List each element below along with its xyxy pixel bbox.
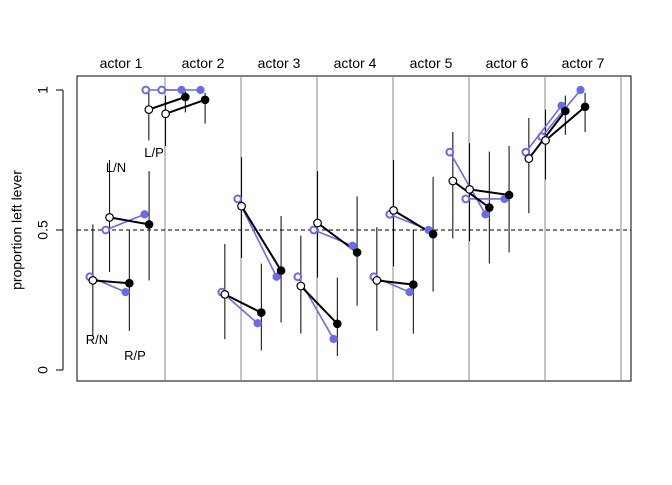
predicted-point — [296, 281, 306, 291]
predicted-point — [200, 95, 210, 105]
predicted-point — [504, 190, 514, 200]
predicted-point — [144, 105, 154, 114]
observed-point — [157, 85, 167, 95]
predicted-line — [148, 96, 186, 111]
plot-frame — [76, 75, 632, 382]
predicted-point — [105, 212, 114, 222]
observed-point — [253, 319, 262, 328]
observed-line — [313, 229, 353, 247]
predicted-line — [109, 216, 150, 226]
observed-point — [481, 210, 490, 219]
predicted-line — [300, 285, 339, 325]
predicted-point — [524, 154, 534, 164]
y-axis-label: proportion left lever — [9, 170, 25, 290]
predicted-line — [469, 188, 510, 196]
panel-label: actor 1 — [100, 55, 143, 71]
observed-line — [449, 151, 487, 215]
predicted-point — [257, 308, 266, 317]
annotation-rn: R/N — [86, 332, 108, 347]
observed-line — [541, 89, 582, 138]
observed-point — [348, 241, 357, 250]
observed-point — [121, 288, 130, 297]
predicted-line — [376, 279, 414, 286]
observed-point — [140, 210, 149, 219]
observed-point — [309, 225, 319, 235]
predicted-line — [240, 205, 282, 272]
predicted-point — [276, 266, 286, 275]
observed-point — [461, 194, 471, 204]
y-tick-label: 1 — [35, 86, 51, 94]
predicted-line — [165, 98, 206, 115]
predicted-point — [485, 203, 494, 212]
panel-label: actor 4 — [334, 55, 377, 71]
annotation-ln: L/N — [106, 160, 126, 175]
predicted-point — [409, 280, 418, 289]
predicted-point — [125, 278, 134, 288]
panel-label: actor 7 — [562, 55, 605, 71]
predicted-point — [580, 102, 590, 112]
predicted-point — [237, 201, 246, 211]
predicted-point — [144, 220, 154, 229]
predicted-line — [544, 106, 586, 142]
predicted-point — [181, 92, 190, 102]
y-tick-label: 0 — [35, 366, 51, 374]
predicted-line — [528, 110, 567, 160]
observed-point — [196, 85, 205, 95]
y-tick-label: 0.5 — [35, 220, 51, 240]
observed-point — [293, 272, 303, 282]
predicted-point — [352, 248, 362, 257]
predicted-point — [428, 229, 438, 239]
panel-label: actor 5 — [410, 55, 453, 71]
predicted-point — [448, 176, 458, 186]
observed-point — [233, 194, 243, 204]
predicted-point — [561, 106, 570, 116]
observed-point — [101, 225, 111, 235]
observed-point — [576, 85, 585, 95]
predicted-line — [92, 279, 130, 285]
predicted-point — [372, 276, 382, 285]
panel-label: actor 6 — [486, 55, 529, 71]
observed-point — [141, 85, 151, 95]
predicted-point — [465, 184, 474, 194]
predicted-point — [88, 276, 98, 285]
observed-point — [177, 85, 186, 95]
predicted-line — [452, 180, 490, 209]
observed-point — [329, 334, 338, 344]
annotation-lp: L/P — [144, 145, 164, 160]
predicted-point — [389, 205, 398, 215]
predicted-point — [541, 135, 550, 145]
observed-line — [525, 105, 563, 153]
observed-point — [445, 147, 455, 157]
predicted-point — [333, 319, 342, 329]
predicted-point — [313, 218, 322, 228]
panel-label: actor 3 — [258, 55, 301, 71]
predicted-point — [220, 290, 230, 299]
observed-line — [105, 213, 145, 231]
panel-label: actor 2 — [182, 55, 225, 71]
predicted-point — [161, 109, 170, 119]
observed-point — [272, 272, 281, 281]
observed-point — [405, 288, 414, 297]
annotation-rp: R/P — [124, 348, 146, 363]
predicted-line — [224, 293, 262, 314]
